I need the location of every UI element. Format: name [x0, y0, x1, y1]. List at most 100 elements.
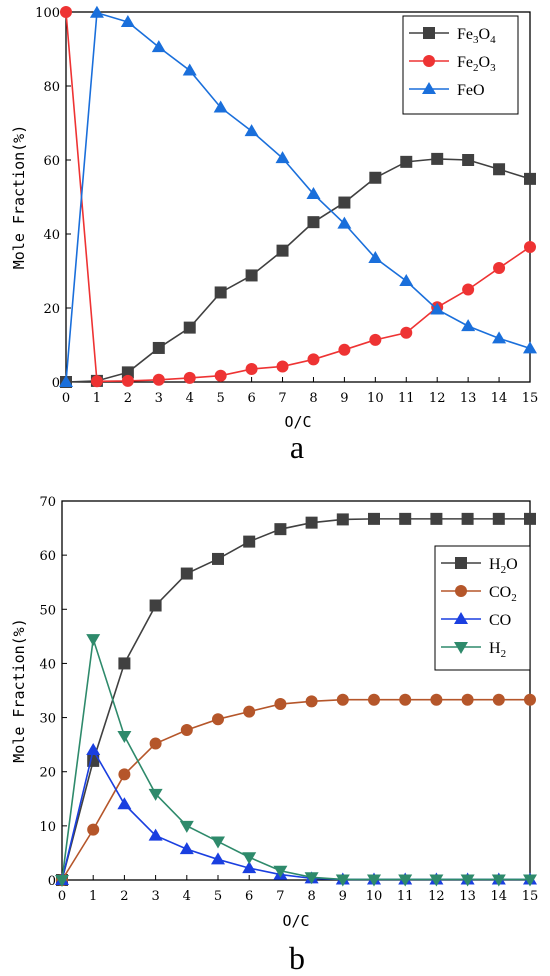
- data-point-h2: [429, 874, 444, 887]
- legend: Fe3O4 Fe2O3 FeO: [402, 15, 519, 115]
- data-point-co2: [212, 713, 224, 726]
- data-point-feo: [399, 273, 414, 286]
- data-point-fe2o3: [60, 6, 72, 18]
- data-point-co2: [524, 693, 536, 706]
- data-point-co2: [118, 768, 131, 781]
- data-point-fe3o4: [183, 321, 196, 334]
- legend-label-fe3o4: Fe3O4: [457, 26, 496, 46]
- data-point-feo: [89, 5, 104, 18]
- legend: H2O CO2 CO H2: [434, 545, 531, 671]
- data-point-feo: [151, 40, 166, 53]
- y-axis-title: Mole Fraction(%): [10, 125, 28, 270]
- data-point-fe3o4: [276, 244, 289, 257]
- data-point-h2: [211, 836, 225, 849]
- x-axis-title: O/C: [284, 413, 311, 431]
- data-point-co: [148, 828, 163, 841]
- x-tick-label: 15: [522, 889, 539, 904]
- x-tick-label: 11: [398, 391, 415, 406]
- data-point-h2o: [368, 512, 380, 525]
- data-point-h2o: [492, 512, 505, 525]
- y-tick-label: 20: [43, 302, 60, 317]
- data-point-fe3o4: [431, 152, 444, 165]
- data-point-fe2o3: [214, 369, 227, 382]
- data-point-feo: [120, 14, 135, 27]
- data-point-co2: [149, 737, 162, 750]
- series-line-co: [61, 747, 530, 881]
- data-point-fe2o3: [462, 283, 475, 296]
- x-tick-label: 1: [89, 889, 97, 904]
- data-point-co2: [180, 724, 193, 737]
- x-tick-label: 2: [120, 889, 128, 904]
- x-tick-label: 4: [183, 889, 191, 904]
- chart-b: 0 1 2 3 4 5 6 7 8 9 10 11 12 13 14 15010203040506070O/C…: [10, 495, 538, 976]
- data-point-h2: [117, 730, 132, 743]
- data-point-fe3o4: [121, 366, 134, 379]
- data-point-co: [242, 861, 257, 874]
- data-point-h2: [86, 634, 101, 647]
- x-tick-label: 1: [93, 391, 101, 406]
- data-point-co2: [87, 823, 100, 836]
- series-line-feo: [65, 11, 531, 383]
- data-point-fe3o4: [462, 154, 475, 166]
- data-point-fe2o3: [369, 333, 382, 346]
- data-point-feo: [337, 216, 352, 229]
- x-tick-label: 14: [491, 391, 508, 406]
- legend-marker-feo: [422, 82, 436, 94]
- x-tick-label: 0: [58, 889, 66, 904]
- data-point-fe3o4: [152, 341, 165, 354]
- data-point-co: [179, 842, 194, 855]
- data-point-h2o: [149, 599, 162, 612]
- plot-frame: [61, 500, 531, 881]
- data-point-h2o: [430, 512, 443, 525]
- x-tick-label: 6: [245, 889, 253, 904]
- data-point-h2: [398, 874, 413, 887]
- data-point-h2: [304, 872, 319, 885]
- data-point-fe2o3: [245, 363, 258, 376]
- data-point-fe2o3: [183, 371, 196, 384]
- data-point-feo: [430, 302, 445, 315]
- y-tick-label: 30: [39, 712, 56, 727]
- series-line-h2: [61, 638, 530, 881]
- x-tick-label: 12: [429, 391, 446, 406]
- y-tick-label: 50: [39, 603, 56, 618]
- data-point-fe2o3: [307, 353, 320, 366]
- data-point-co2: [336, 693, 349, 706]
- panel-label: a: [290, 429, 304, 465]
- data-point-co2: [305, 695, 318, 708]
- data-point-fe2o3: [400, 326, 413, 339]
- data-point-co2: [430, 693, 443, 706]
- data-point-fe3o4: [307, 216, 320, 229]
- x-tick-label: 3: [151, 889, 159, 904]
- series-line-fe3o4: [65, 158, 531, 383]
- x-tick-label: 10: [367, 391, 384, 406]
- data-point-fe2o3: [152, 373, 165, 386]
- data-point-co2: [368, 693, 380, 706]
- x-tick-label: 7: [278, 391, 286, 406]
- data-point-fe3o4: [369, 171, 382, 184]
- x-tick-label: 7: [276, 889, 284, 904]
- y-tick-label: 60: [39, 549, 56, 564]
- data-point-fe2o3: [276, 360, 289, 373]
- legend-label-h2o: H2O: [489, 556, 518, 576]
- legend-marker-h2: [454, 642, 468, 654]
- data-point-feo: [461, 319, 476, 332]
- x-tick-label: 5: [217, 391, 225, 406]
- data-point-h2o: [118, 657, 131, 670]
- panel-label: b: [289, 940, 305, 976]
- data-point-feo: [368, 251, 383, 264]
- data-point-fe2o3: [493, 262, 506, 275]
- legend-label-feo: FeO: [457, 82, 485, 99]
- x-tick-label: 8: [309, 391, 317, 406]
- data-point-h2: [491, 874, 506, 887]
- data-point-co2: [492, 693, 505, 706]
- x-tick-label: 3: [155, 391, 163, 406]
- x-tick-label: 12: [428, 889, 445, 904]
- data-point-co: [211, 852, 225, 865]
- y-tick-label: 0: [52, 376, 60, 391]
- data-point-fe3o4: [493, 163, 506, 176]
- legend-label-fe2o3: Fe2O3: [457, 54, 496, 74]
- y-tick-label: 20: [39, 766, 56, 781]
- y-tick-label: 100: [35, 6, 60, 21]
- data-point-fe3o4: [400, 155, 413, 168]
